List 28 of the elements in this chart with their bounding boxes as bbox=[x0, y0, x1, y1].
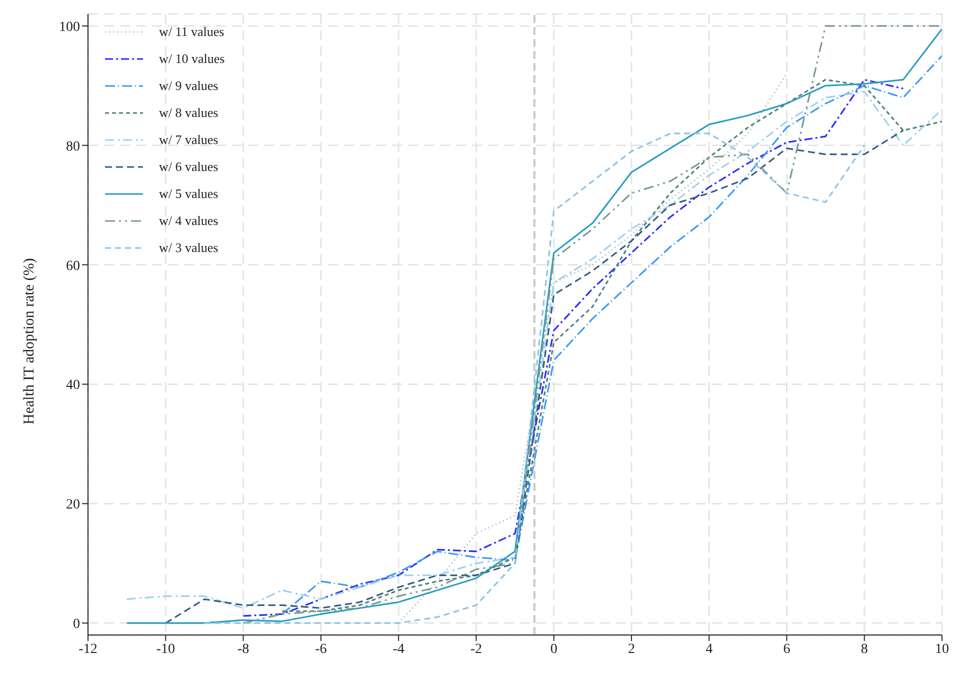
x-tick-label: 4 bbox=[706, 642, 713, 657]
x-tick-label: 6 bbox=[783, 642, 790, 657]
x-tick-label: 10 bbox=[935, 642, 949, 657]
legend-label: w/ 10 values bbox=[159, 50, 225, 68]
legend-label: w/ 5 values bbox=[159, 184, 218, 202]
legend-label: w/ 6 values bbox=[159, 158, 218, 176]
y-tick-label: 100 bbox=[59, 20, 80, 35]
x-tick-label: -12 bbox=[78, 642, 98, 657]
x-tick-label: -8 bbox=[237, 642, 250, 657]
x-tick-label: -2 bbox=[470, 642, 482, 657]
y-axis-title: Health IT adoption rate (%) bbox=[21, 258, 38, 424]
legend-label: w/ 7 values bbox=[159, 130, 218, 148]
x-tick-label: 8 bbox=[860, 642, 868, 657]
x-tick-label: 2 bbox=[628, 642, 635, 657]
x-tick-label: -6 bbox=[315, 642, 327, 657]
y-tick-label: 20 bbox=[66, 498, 80, 513]
y-tick-label: 60 bbox=[66, 258, 80, 274]
y-tick-label: 40 bbox=[66, 378, 80, 394]
x-tick-label: -4 bbox=[392, 642, 404, 657]
x-tick-label: 0 bbox=[550, 642, 558, 657]
x-tick-label: -10 bbox=[156, 642, 175, 657]
legend-label: w/ 4 values bbox=[159, 212, 218, 230]
legend-label: w/ 9 values bbox=[159, 76, 218, 94]
legend-label: w/ 8 values bbox=[159, 104, 218, 122]
y-tick-label: 80 bbox=[66, 139, 80, 154]
legend-label: w/ 11 values bbox=[159, 22, 224, 40]
legend-label: w/ 3 values bbox=[159, 238, 218, 256]
y-tick-label: 0 bbox=[73, 617, 80, 632]
